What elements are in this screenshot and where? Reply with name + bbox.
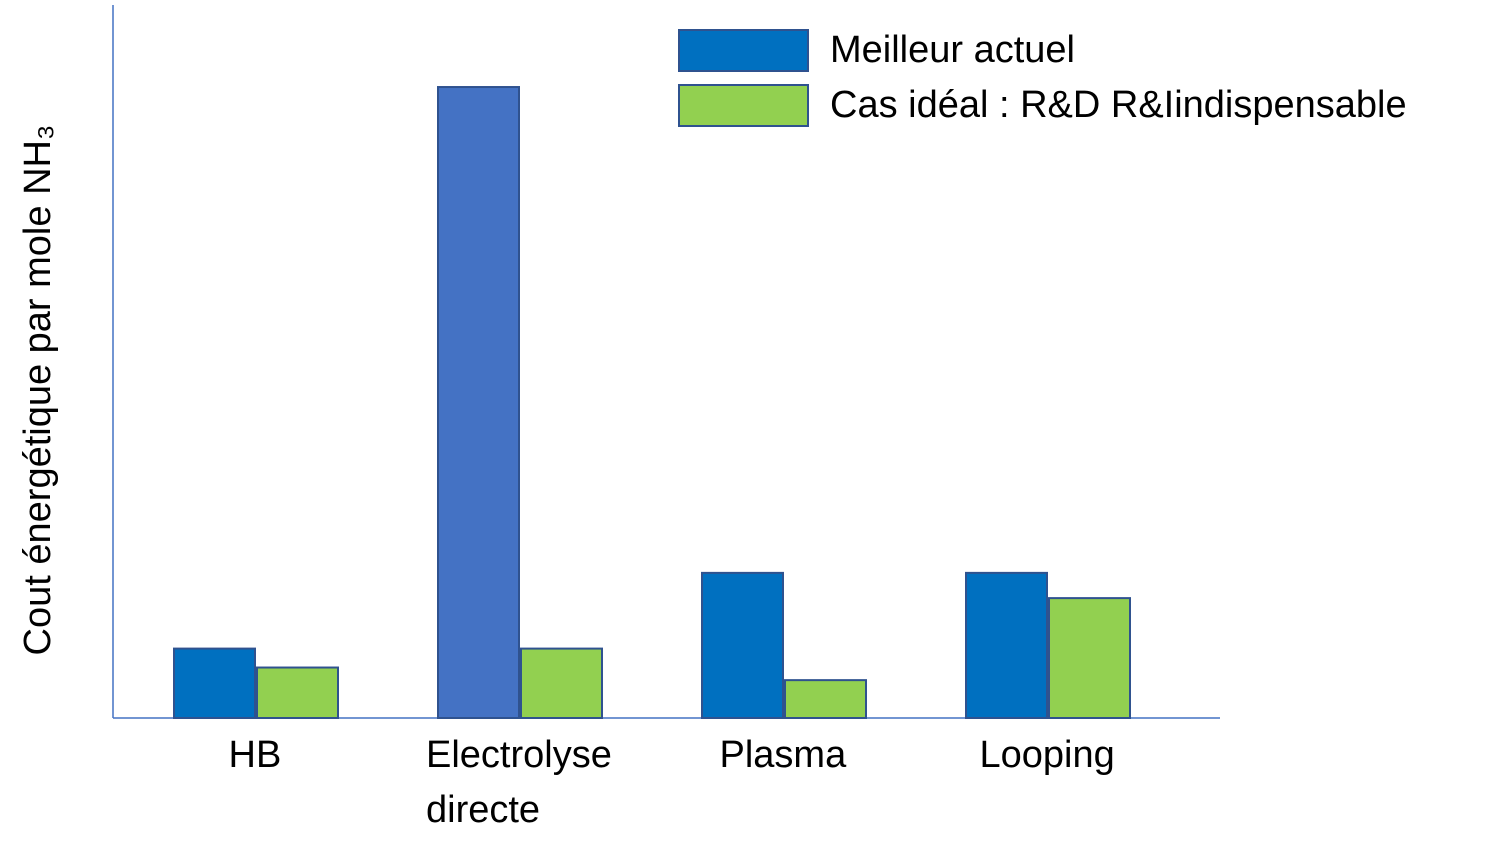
x-tick-label: HB <box>228 734 282 776</box>
legend-swatch <box>678 84 809 127</box>
y-axis-label: Cout énergétique par mole NH₃ <box>17 125 59 656</box>
x-tick-label: Plasma <box>719 734 847 776</box>
x-tick-label: Electrolyse directe <box>426 734 612 832</box>
bar <box>520 647 603 719</box>
bar <box>1048 597 1131 720</box>
legend-label: Cas idéal : R&D R&Iindispensable <box>830 84 1407 126</box>
bar <box>173 647 256 719</box>
bar <box>701 571 784 719</box>
bar <box>965 571 1048 719</box>
legend-swatch <box>678 29 809 72</box>
legend-label: Meilleur actuel <box>830 29 1075 71</box>
bar <box>256 666 339 719</box>
x-tick-label: Looping <box>979 734 1115 776</box>
bar <box>437 86 520 719</box>
bar <box>784 679 867 720</box>
